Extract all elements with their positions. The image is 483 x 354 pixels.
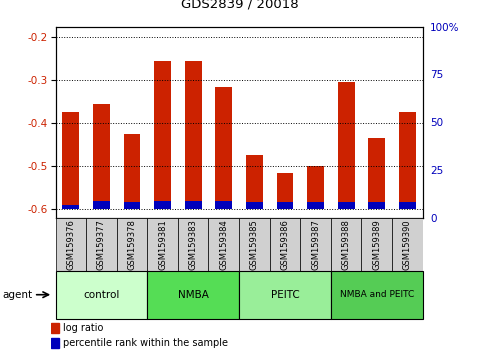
Bar <box>147 218 178 271</box>
Bar <box>93 104 110 209</box>
Bar <box>62 205 79 209</box>
Bar <box>62 113 79 209</box>
Text: GSM159378: GSM159378 <box>128 219 137 270</box>
Bar <box>51 338 59 348</box>
Text: NMBA and PEITC: NMBA and PEITC <box>340 290 414 299</box>
Bar <box>215 200 232 209</box>
Text: GSM159385: GSM159385 <box>250 219 259 270</box>
Bar <box>392 218 423 271</box>
Text: PEITC: PEITC <box>270 290 299 300</box>
Bar <box>331 271 423 319</box>
Text: GSM159389: GSM159389 <box>372 219 381 270</box>
Bar <box>246 155 263 209</box>
Bar <box>399 113 416 209</box>
Text: GSM159377: GSM159377 <box>97 219 106 270</box>
Text: log ratio: log ratio <box>63 322 103 332</box>
Bar <box>154 61 171 209</box>
Bar <box>117 218 147 271</box>
Text: GSM159387: GSM159387 <box>311 219 320 270</box>
Text: GSM159376: GSM159376 <box>66 219 75 270</box>
Bar <box>124 202 141 209</box>
Text: GSM159390: GSM159390 <box>403 219 412 270</box>
Bar <box>307 166 324 209</box>
Text: GSM159381: GSM159381 <box>158 219 167 270</box>
Bar <box>369 202 385 209</box>
Text: control: control <box>83 290 120 300</box>
Bar <box>154 200 171 209</box>
Bar <box>369 138 385 209</box>
Bar <box>185 61 201 209</box>
Bar <box>124 134 141 209</box>
Bar <box>300 218 331 271</box>
Text: GSM159388: GSM159388 <box>341 219 351 270</box>
Bar <box>147 271 239 319</box>
Bar <box>239 271 331 319</box>
Bar <box>56 271 147 319</box>
Text: GSM159384: GSM159384 <box>219 219 228 270</box>
Text: NMBA: NMBA <box>178 290 209 300</box>
Bar <box>399 202 416 209</box>
Bar <box>178 218 209 271</box>
Bar <box>185 200 201 209</box>
Text: GSM159383: GSM159383 <box>189 219 198 270</box>
Bar <box>209 218 239 271</box>
Bar <box>277 202 293 209</box>
Bar <box>86 218 117 271</box>
Bar <box>307 202 324 209</box>
Bar <box>215 87 232 209</box>
Bar <box>93 201 110 209</box>
Bar <box>338 82 355 209</box>
Bar <box>239 218 270 271</box>
Bar <box>51 323 59 333</box>
Text: agent: agent <box>2 290 32 300</box>
Bar <box>246 202 263 209</box>
Bar <box>361 218 392 271</box>
Text: percentile rank within the sample: percentile rank within the sample <box>63 338 227 348</box>
Bar <box>338 202 355 209</box>
Bar <box>56 218 86 271</box>
Text: GSM159386: GSM159386 <box>281 219 289 270</box>
Bar <box>277 173 293 209</box>
Bar <box>331 218 361 271</box>
Text: GDS2839 / 20018: GDS2839 / 20018 <box>181 0 299 11</box>
Bar <box>270 218 300 271</box>
